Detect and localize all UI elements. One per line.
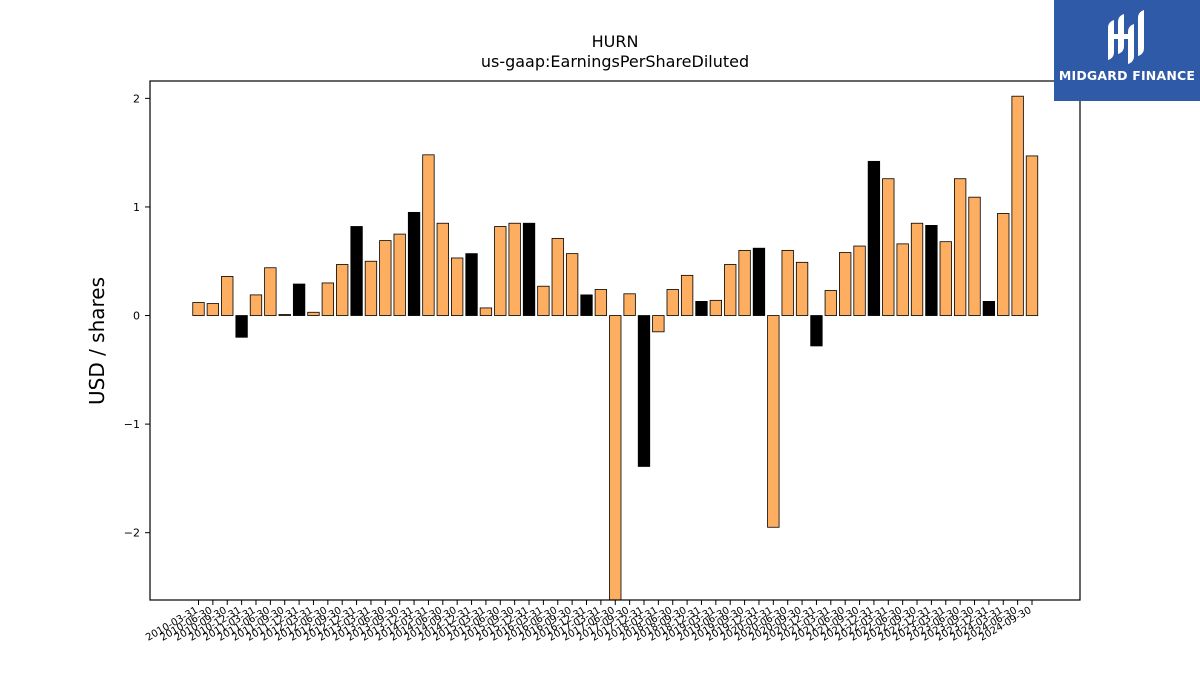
- x-axis-ticks: 2010-03-312010-06-302010-09-302010-12-31…: [144, 600, 1034, 644]
- bar-2022-06-30: [896, 243, 909, 316]
- bar-2012-09-30: [336, 264, 349, 316]
- bar-2020-12-31: [810, 315, 823, 347]
- plot-frame: [149, 80, 1081, 601]
- bar-2019-06-30: [724, 264, 737, 316]
- bar-2013-09-30: [393, 233, 406, 316]
- bar-2014-03-31: [422, 154, 435, 316]
- bar-2018-03-31: [652, 315, 665, 333]
- bar-2016-12-31: [580, 294, 593, 316]
- bar-2018-12-31: [695, 301, 708, 316]
- bar-2023-12-31: [982, 301, 996, 316]
- bar-2011-12-31: [292, 283, 306, 316]
- bar-2020-09-30: [795, 261, 809, 316]
- bar-2021-03-31: [824, 290, 837, 316]
- y-tick-label: 0: [133, 310, 140, 323]
- bar-2022-09-30: [910, 222, 924, 316]
- bars-group: [192, 95, 1039, 601]
- bar-2016-06-30: [551, 238, 564, 316]
- bar-2016-03-31: [537, 285, 550, 316]
- bar-2014-12-31: [465, 253, 478, 316]
- bar-2021-12-31: [867, 160, 881, 316]
- bar-2014-09-30: [451, 257, 464, 316]
- bar-2023-06-30: [954, 178, 967, 316]
- midgard-logo-icon: [1108, 10, 1144, 64]
- chart-subtitle: us-gaap:EarningsPerShareDiluted: [481, 52, 749, 71]
- bar-2017-06-30: [609, 315, 622, 601]
- bar-2010-12-31: [235, 315, 248, 338]
- bar-2012-03-31: [307, 311, 320, 316]
- bar-2018-09-30: [680, 274, 694, 316]
- bar-2015-12-31: [522, 222, 536, 316]
- bar-2022-12-31: [925, 225, 938, 316]
- y-tick-label: −1: [124, 418, 140, 431]
- bar-2021-09-30: [853, 245, 866, 316]
- bar-2012-06-30: [321, 282, 334, 316]
- bar-2010-06-30: [206, 303, 220, 316]
- brand-logo: MIDGARD FINANCE: [1054, 0, 1200, 101]
- bar-2020-03-31: [767, 315, 780, 528]
- bar-2017-09-30: [623, 293, 636, 316]
- bar-2018-06-30: [666, 289, 679, 316]
- bar-2017-12-31: [637, 315, 651, 467]
- bar-2011-09-30: [278, 314, 291, 316]
- bar-2011-03-31: [249, 294, 263, 316]
- bar-2019-09-30: [738, 249, 751, 316]
- bar-2015-09-30: [508, 222, 521, 316]
- bar-2015-03-31: [479, 307, 493, 316]
- bar-2020-06-30: [781, 249, 794, 316]
- bar-2013-03-31: [364, 260, 378, 316]
- y-tick-label: 1: [133, 201, 140, 214]
- y-axis-ticks: −2 −1 0 1 2: [124, 92, 150, 540]
- bar-2011-06-30: [264, 267, 277, 316]
- bar-2024-03-31: [997, 213, 1010, 316]
- bar-2016-09-30: [565, 253, 579, 316]
- bar-2014-06-30: [436, 222, 449, 316]
- bar-2019-03-31: [709, 299, 722, 316]
- bar-2013-12-31: [407, 211, 421, 316]
- bar-2023-03-31: [939, 241, 952, 316]
- bar-2010-03-31: [192, 302, 205, 316]
- bar-2017-03-31: [594, 289, 608, 316]
- y-axis-label: USD / shares: [85, 277, 109, 405]
- brand-name: MIDGARD FINANCE: [1058, 68, 1196, 83]
- bar-2019-12-31: [752, 247, 766, 316]
- bar-2024-09-30: [1025, 155, 1039, 316]
- bar-2012-12-31: [350, 226, 363, 316]
- bar-2013-06-30: [379, 240, 392, 316]
- y-tick-label: −2: [124, 527, 140, 540]
- bar-2021-06-30: [839, 252, 852, 316]
- chart-title: HURN: [592, 32, 639, 51]
- bar-2010-09-30: [221, 276, 234, 316]
- bar-2024-06-30: [1011, 95, 1024, 316]
- bar-2022-03-31: [882, 178, 895, 316]
- bar-2023-09-30: [968, 196, 981, 316]
- y-tick-label: 2: [133, 92, 140, 105]
- bar-2015-06-30: [494, 226, 507, 316]
